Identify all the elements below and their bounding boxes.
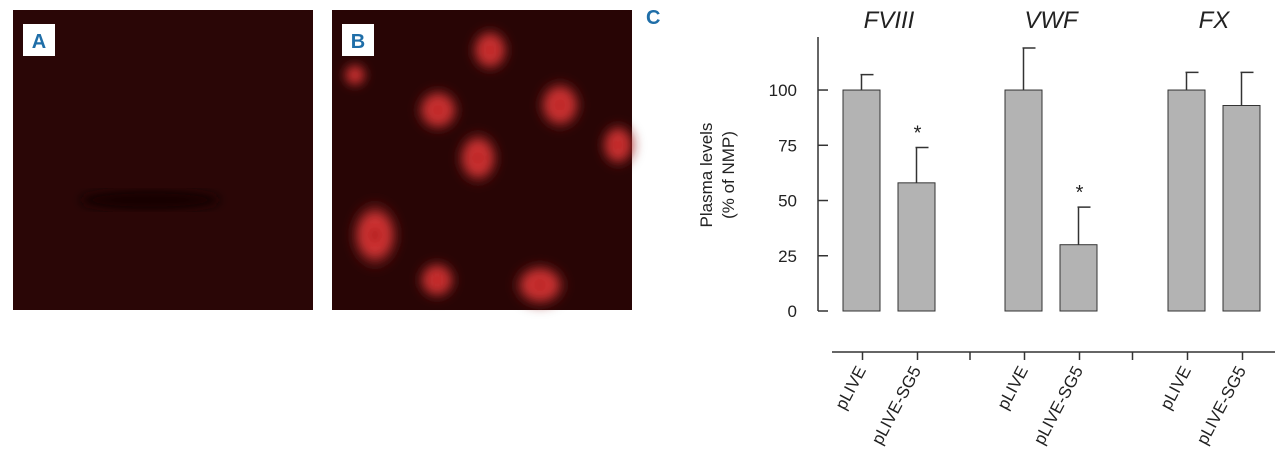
cells [341,25,638,310]
bar [1004,89,1043,312]
cell [413,85,463,135]
x-tick-label: pLIVE [1157,363,1196,413]
error-bar [1022,47,1036,91]
significance: * [914,122,922,144]
x-tick-label: pLIVE [994,363,1033,413]
cell [468,25,512,75]
y-tick-label: 25 [778,247,797,266]
group-title: FVIII [864,7,915,34]
error-bar [1077,206,1091,245]
cell [454,128,502,188]
y-tick-label: 75 [778,136,797,155]
cell [535,77,585,133]
cell [510,260,570,310]
error-bar [1185,71,1199,91]
micrograph-a [13,10,313,310]
significance: * [1076,182,1084,204]
panel-label: B [351,31,365,53]
y-tick-label: 100 [769,81,797,100]
y-tick-label: 50 [778,192,797,211]
panel-label: C [646,7,660,29]
bar [897,182,936,312]
x-tick-label: pLIVE [832,363,871,413]
bar [842,89,881,312]
x-tick-label: pLIVE-SG5 [1030,363,1087,448]
y-axis-label: (% of NMP) [719,131,738,219]
group-title: FX [1199,7,1231,34]
y-axis-label: Plasma levels [697,123,716,228]
error-bar [1240,71,1254,106]
bar [1222,105,1261,312]
label-box [23,24,55,56]
cell [347,197,403,273]
panel-label: A [32,31,46,53]
error-bar [915,146,929,183]
cell [341,61,369,89]
x-tick-label: pLIVE-SG5 [868,363,925,448]
label-box [342,24,374,56]
vessel [80,190,220,210]
y-tick-label: 0 [788,302,797,321]
cell [415,258,459,302]
x-tick-label: pLIVE-SG5 [1193,363,1250,448]
group-title: VWF [1024,7,1079,34]
bar [1059,244,1098,312]
cell [598,120,638,170]
error-bar [860,73,874,91]
bar [1167,89,1206,312]
